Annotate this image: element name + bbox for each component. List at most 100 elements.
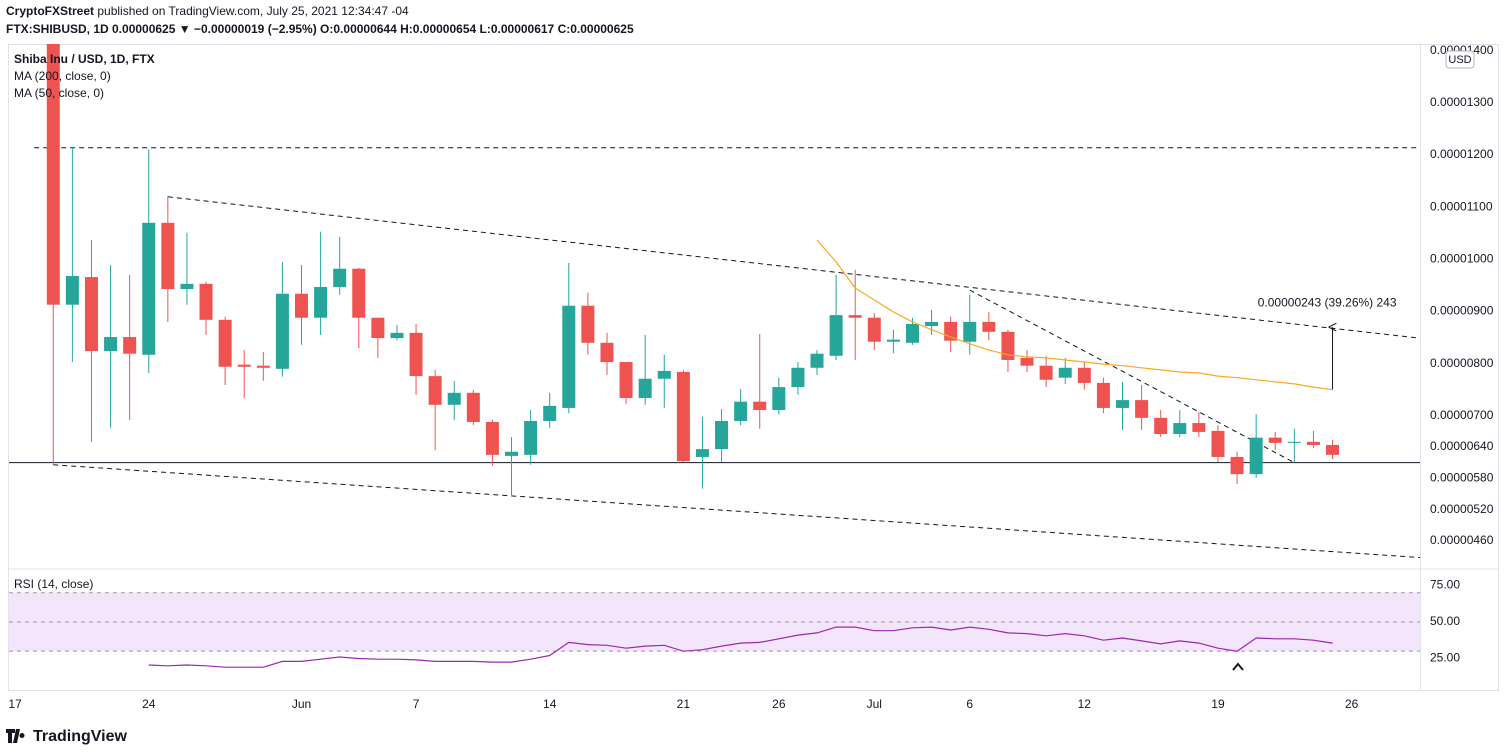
candle-body xyxy=(428,376,442,405)
x-tick-label: 19 xyxy=(1211,697,1225,711)
x-tick-label: Jul xyxy=(867,697,882,711)
candle-body xyxy=(695,449,709,457)
candle-body xyxy=(1192,423,1206,432)
x-tick-label: 26 xyxy=(772,697,786,711)
candle-body xyxy=(848,315,862,318)
currency-badge xyxy=(1445,50,1475,69)
currency-label: USD xyxy=(1448,54,1471,66)
candle-body xyxy=(1135,400,1149,418)
publisher: CryptoFXStreet xyxy=(6,4,94,18)
y-tick-label: 0.00001100 xyxy=(1430,199,1493,213)
candle-body xyxy=(65,276,79,305)
candle-body xyxy=(1268,437,1282,443)
candle-body xyxy=(867,317,881,342)
rsi-pane xyxy=(9,592,1420,668)
candle-body xyxy=(753,401,767,411)
candle-body xyxy=(314,286,328,318)
candle-body xyxy=(104,337,118,352)
candle-body xyxy=(1173,423,1187,435)
pane-title: RSI (14, close) xyxy=(14,577,93,591)
x-tick-label: 7 xyxy=(413,697,420,711)
frame xyxy=(8,44,1499,691)
candle-body xyxy=(275,293,289,369)
candle-body xyxy=(294,293,308,318)
y-tick-label: 75.00 xyxy=(1430,578,1460,592)
published-info: published on TradingView.com, July 25, 2… xyxy=(94,4,409,18)
candle-body xyxy=(543,405,557,421)
symbol-line: FTX:SHIBUSD, 1D 0.00000625 ▼ −0.00000019… xyxy=(6,22,634,36)
y-tick-label: 0.00000520 xyxy=(1430,502,1494,516)
candle-body xyxy=(963,321,977,342)
y-tick-label: 0.00000700 xyxy=(1430,408,1494,422)
candle-body xyxy=(256,365,270,368)
candle-body xyxy=(524,420,538,455)
candle-body xyxy=(982,321,996,332)
trend-line xyxy=(969,289,1295,464)
y-tick-label: 0.00001200 xyxy=(1430,147,1494,161)
candle-body xyxy=(1211,430,1225,457)
x-tick-label: 12 xyxy=(1078,697,1092,711)
y-tick-label: 0.00000900 xyxy=(1430,304,1494,318)
candle-body xyxy=(562,305,576,408)
axes: 0.000014000.000013000.000012000.00001100… xyxy=(8,43,1493,711)
candle-body xyxy=(810,353,824,368)
rsi-line xyxy=(148,626,1333,668)
candle-body xyxy=(352,268,366,318)
y-tick-label: 25.00 xyxy=(1430,651,1460,665)
ma-line xyxy=(816,239,1333,391)
x-tick-label: 17 xyxy=(8,697,22,711)
candle-body xyxy=(180,283,194,290)
candle-body xyxy=(161,222,175,290)
candle-body xyxy=(715,420,729,450)
candle-body xyxy=(1306,441,1320,445)
y-tick-label: 0.00000460 xyxy=(1430,533,1494,547)
candle-body xyxy=(1096,382,1110,408)
legend-entry: MA (50, close, 0) xyxy=(14,86,104,100)
candle-body xyxy=(925,321,939,327)
candle-body xyxy=(1154,417,1168,435)
candle-body xyxy=(1230,456,1244,475)
candle-body xyxy=(1020,357,1034,366)
candle-body xyxy=(619,362,633,399)
header-line: CryptoFXStreet published on TradingView.… xyxy=(6,4,409,18)
candle-body xyxy=(1077,367,1091,383)
candle-body xyxy=(772,387,786,411)
caret-marker xyxy=(1232,662,1244,671)
candle-body xyxy=(466,392,480,423)
x-tick-label: 24 xyxy=(142,697,156,711)
candle-body xyxy=(638,378,652,399)
candle-body xyxy=(1249,437,1263,475)
x-tick-label: Jun xyxy=(292,697,311,711)
y-tick-label: 0.00000800 xyxy=(1430,356,1494,370)
candle-body xyxy=(84,277,98,352)
candle-body xyxy=(237,364,251,367)
candle-body xyxy=(905,323,919,343)
legend-entry: MA (200, close, 0) xyxy=(14,69,111,83)
candle-body xyxy=(1039,365,1053,380)
x-tick-label: 6 xyxy=(966,697,973,711)
candle-body xyxy=(581,305,595,343)
x-tick-label: 26 xyxy=(1345,697,1359,711)
candle-body xyxy=(886,339,900,342)
candle-body xyxy=(734,401,748,421)
candle-body xyxy=(409,332,423,377)
candle-body xyxy=(142,222,156,355)
candle-body xyxy=(371,317,385,339)
candle-body xyxy=(1001,331,1015,360)
candle-body xyxy=(46,44,60,305)
y-tick-label: 0.00000640 xyxy=(1430,439,1494,453)
footer-logo: TradingView xyxy=(6,728,128,745)
candle-body xyxy=(944,321,958,341)
candle-body xyxy=(1326,444,1340,455)
candle-body xyxy=(676,371,690,462)
price-pane xyxy=(9,44,1420,559)
candle-body xyxy=(829,315,843,356)
candle-body xyxy=(485,422,499,455)
candle-body xyxy=(1116,400,1130,408)
candle-body xyxy=(1287,441,1301,443)
candle-body xyxy=(657,370,671,379)
y-tick-label: 50.00 xyxy=(1430,614,1460,628)
y-tick-label: 0.00001300 xyxy=(1430,95,1494,109)
footer-brand: TradingView xyxy=(33,728,128,745)
